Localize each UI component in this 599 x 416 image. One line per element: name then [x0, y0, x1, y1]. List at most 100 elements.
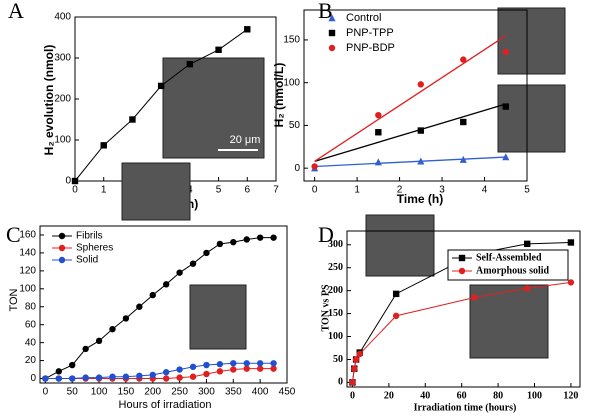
- marker: [216, 368, 224, 375]
- y-tick-label: 300: [54, 53, 71, 64]
- panel-label: B: [318, 0, 333, 23]
- inset-image: [497, 7, 566, 75]
- y-tick-label: 150: [328, 308, 343, 319]
- marker: [95, 374, 103, 381]
- x-axis-label: Irradiation time (hours): [414, 402, 517, 413]
- legend-label: Control: [346, 12, 381, 24]
- marker: [460, 56, 467, 63]
- panel-label: A: [8, 0, 24, 23]
- marker: [243, 365, 250, 372]
- fit-line: [314, 156, 506, 168]
- marker: [203, 370, 210, 378]
- inset-image: [497, 84, 566, 153]
- marker: [71, 177, 79, 185]
- y-tick-label: 0: [338, 377, 343, 388]
- x-tick-label: 300: [198, 387, 215, 398]
- legend-label: PNP-TPP: [346, 27, 394, 39]
- marker: [176, 269, 183, 276]
- x-tick-label: 40: [420, 390, 430, 401]
- marker: [216, 240, 224, 248]
- x-tick-label: 6: [245, 185, 251, 196]
- marker: [186, 60, 194, 68]
- marker: [58, 232, 66, 240]
- inset-image: [469, 284, 549, 359]
- marker: [176, 366, 183, 373]
- inset-image: [189, 284, 247, 350]
- marker: [460, 118, 467, 126]
- marker: [230, 238, 237, 246]
- legend-label: Spheres: [76, 243, 113, 254]
- legend-label: Self-Assembled: [476, 252, 542, 263]
- y-tick-label: 50: [289, 120, 301, 131]
- legend-label: Fibrils: [76, 231, 103, 242]
- legend-label: Amorphous solid: [476, 265, 550, 276]
- marker: [162, 369, 170, 376]
- marker: [524, 240, 531, 248]
- marker: [502, 48, 509, 56]
- marker: [392, 290, 400, 298]
- marker: [82, 345, 89, 353]
- marker: [122, 315, 130, 322]
- marker: [122, 373, 130, 380]
- x-tick-label: 7: [273, 185, 279, 196]
- y-tick-label: 100: [19, 283, 36, 294]
- marker: [352, 356, 360, 363]
- y-tick-label: 300: [328, 239, 343, 250]
- inset-image: [121, 162, 191, 221]
- y-tick-label: 0: [30, 373, 36, 384]
- y-axis-label: H₂ (nmol/L): [272, 63, 286, 128]
- marker: [162, 281, 170, 288]
- marker: [417, 127, 425, 134]
- marker: [567, 239, 575, 246]
- marker: [458, 254, 466, 262]
- y-tick-label: 250: [328, 262, 343, 273]
- marker: [417, 81, 425, 88]
- marker: [502, 103, 509, 110]
- marker: [189, 363, 197, 371]
- marker: [375, 129, 382, 136]
- y-tick-label: 0: [65, 176, 71, 187]
- marker: [82, 374, 89, 381]
- marker: [162, 375, 170, 382]
- marker: [471, 294, 478, 301]
- plot-frame: [303, 9, 528, 182]
- marker: [189, 373, 197, 380]
- x-tick-label: 100: [527, 390, 542, 401]
- marker: [349, 379, 356, 386]
- x-tick-label: 400: [252, 387, 269, 398]
- marker: [136, 372, 143, 380]
- marker: [58, 256, 66, 264]
- y-tick-label: 160: [19, 230, 36, 241]
- fit-line: [314, 103, 506, 162]
- marker: [311, 163, 318, 170]
- y-tick-label: 100: [328, 331, 343, 342]
- marker: [356, 350, 363, 358]
- marker: [351, 365, 358, 372]
- y-axis-label: TON: [8, 288, 20, 311]
- x-tick-label: 80: [493, 390, 503, 401]
- marker: [524, 285, 531, 292]
- marker: [567, 279, 575, 286]
- y-axis-label: TON vs PS: [320, 284, 331, 331]
- x-tick-label: 120: [563, 390, 578, 401]
- legend-label: Solid: [76, 255, 98, 266]
- inset-image: [365, 214, 435, 277]
- marker: [69, 375, 76, 382]
- x-tick-label: 2: [397, 185, 403, 196]
- x-tick-label: 5: [524, 185, 530, 196]
- marker: [270, 234, 277, 241]
- marker: [270, 365, 277, 372]
- x-tick-label: 50: [67, 387, 79, 398]
- marker: [129, 116, 136, 123]
- x-tick-label: 0: [350, 390, 355, 401]
- marker: [243, 360, 250, 367]
- panel-label: C: [6, 222, 21, 247]
- x-tick-label: 350: [225, 387, 242, 398]
- x-tick-label: 3: [439, 185, 445, 196]
- marker: [149, 291, 156, 299]
- panel: C0 50 100 150 200 250 300 350 400 450020406080100…: [6, 162, 296, 411]
- x-axis-label: Time (h): [397, 192, 443, 206]
- marker: [256, 234, 264, 241]
- marker: [149, 371, 156, 379]
- legend-label: PNP-BDP: [346, 42, 395, 54]
